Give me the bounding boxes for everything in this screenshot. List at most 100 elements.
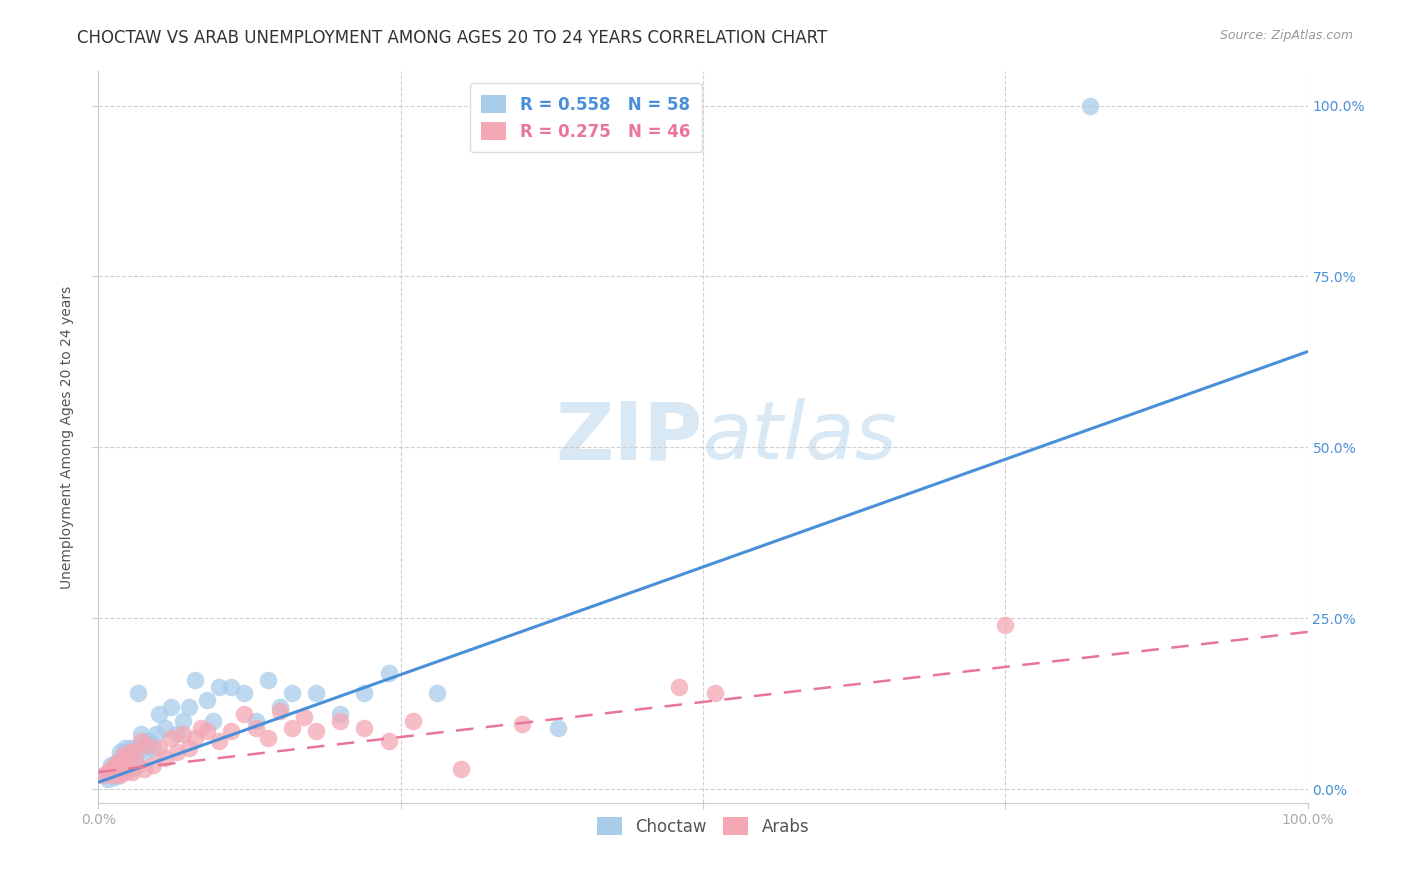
Point [153,721,176,735]
Point [108,768,131,782]
Point [127,686,149,700]
Point [994,618,1017,632]
Point [148,706,170,721]
Point [121,765,143,780]
Point [281,721,304,735]
Point [135,738,157,752]
Point [97,772,120,786]
Point [124,751,146,765]
Point [668,680,690,694]
Point [97,765,120,780]
Point [118,741,141,756]
Point [221,724,243,739]
Point [148,741,170,756]
Point [93,768,115,782]
Point [305,724,328,739]
Point [114,755,136,769]
Point [111,747,134,762]
Point [134,762,156,776]
Point [256,673,278,687]
Point [160,731,183,745]
Text: atlas: atlas [703,398,898,476]
Point [160,700,183,714]
Point [107,762,129,776]
Point [172,727,194,741]
Point [704,686,727,700]
Point [100,758,122,772]
Point [377,665,399,680]
Point [105,755,128,769]
Point [101,768,124,782]
Point [114,765,136,780]
Text: CHOCTAW VS ARAB UNEMPLOYMENT AMONG AGES 20 TO 24 YEARS CORRELATION CHART: CHOCTAW VS ARAB UNEMPLOYMENT AMONG AGES … [77,29,828,46]
Point [510,717,533,731]
Point [377,734,399,748]
Point [101,768,124,782]
Point [179,700,201,714]
Point [127,758,149,772]
Point [129,727,152,741]
Point [221,680,243,694]
Point [208,680,231,694]
Point [202,714,225,728]
Point [153,751,176,765]
Point [184,673,207,687]
Point [100,762,122,776]
Point [131,741,153,756]
Point [135,734,157,748]
Point [184,731,207,745]
Point [245,714,267,728]
Point [269,700,291,714]
Y-axis label: Unemployment Among Ages 20 to 24 years: Unemployment Among Ages 20 to 24 years [60,285,75,589]
Point [142,758,165,772]
Point [232,706,254,721]
Point [105,765,128,780]
Point [118,758,141,772]
Point [145,727,167,741]
Point [269,704,291,718]
Legend: Choctaw, Arabs: Choctaw, Arabs [586,807,820,846]
Point [120,762,142,776]
Point [172,714,194,728]
Point [245,721,267,735]
Point [195,693,218,707]
Point [100,765,122,780]
Point [117,755,139,769]
Point [353,686,375,700]
Point [138,734,160,748]
Point [105,765,128,780]
Point [134,745,156,759]
Point [124,745,146,759]
Point [114,741,136,756]
Point [142,741,165,756]
Point [292,710,315,724]
Point [166,745,188,759]
Point [121,745,143,759]
Point [93,768,115,782]
Point [110,765,132,780]
Point [108,745,131,759]
Point [103,762,125,776]
Point [117,745,139,759]
Point [402,714,425,728]
Point [232,686,254,700]
Point [208,734,231,748]
Point [127,741,149,756]
Point [195,724,218,739]
Point [329,714,352,728]
Point [353,721,375,735]
Text: ZIP: ZIP [555,398,703,476]
Point [426,686,449,700]
Point [166,727,188,741]
Point [256,731,278,745]
Point [329,706,352,721]
Point [281,686,304,700]
Point [104,758,127,772]
Point [107,755,129,769]
Point [111,765,134,780]
Point [118,745,141,759]
Point [450,762,472,776]
Point [179,741,201,756]
Point [112,758,135,772]
Point [190,721,212,735]
